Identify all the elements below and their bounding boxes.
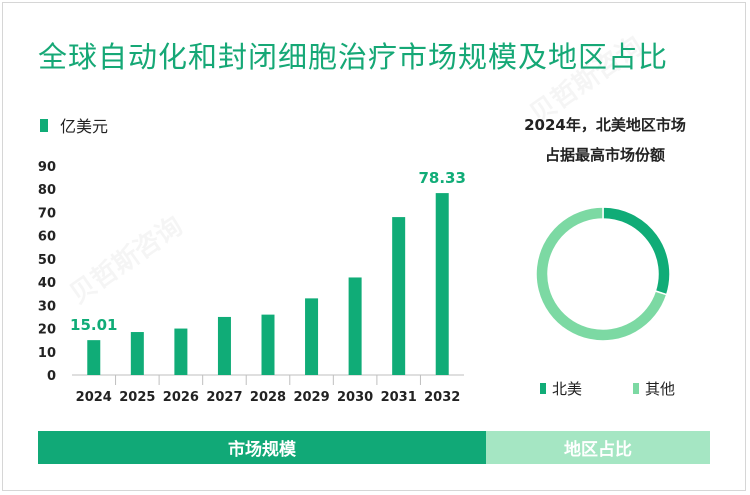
legend-label: 亿美元 — [60, 117, 109, 136]
y-tick-label: 20 — [38, 323, 56, 338]
x-tick-label: 2026 — [163, 390, 199, 405]
pie-title: 2024年，北美地区市场 占据最高市场份额 — [500, 110, 710, 170]
x-tick-label: 2031 — [381, 390, 417, 405]
pie-title-line2: 占据最高市场份额 — [544, 146, 665, 164]
y-tick-label: 0 — [47, 369, 56, 384]
tab-region-share-label: 地区占比 — [564, 440, 632, 460]
bar — [305, 298, 319, 375]
pie-legend-other: 其他 — [633, 378, 675, 399]
bar — [174, 328, 188, 375]
x-tick-label: 2032 — [424, 390, 460, 405]
x-tick-label: 2028 — [250, 390, 286, 405]
bar-legend: 亿美元 — [40, 113, 108, 137]
y-tick-label: 40 — [38, 276, 56, 291]
y-tick-label: 90 — [38, 160, 56, 175]
tab-market-size[interactable]: 市场规模 — [38, 431, 486, 464]
bar — [261, 314, 275, 375]
bar — [348, 277, 362, 375]
x-tick-label: 2025 — [119, 390, 155, 405]
x-tick-label: 2024 — [76, 390, 112, 405]
chart-frame — [2, 2, 746, 491]
x-tick-label: 2027 — [206, 390, 242, 405]
y-tick-label: 10 — [38, 346, 56, 361]
y-tick-label: 70 — [38, 206, 56, 221]
tab-region-share[interactable]: 地区占比 — [486, 431, 710, 464]
bar — [435, 193, 449, 375]
data-label: 78.33 — [418, 169, 465, 187]
tab-market-size-label: 市场规模 — [228, 440, 296, 460]
bar — [392, 217, 406, 375]
pie-legend-label: 北美 — [552, 380, 583, 398]
data-label: 15.01 — [70, 316, 117, 334]
legend-swatch — [540, 383, 546, 394]
y-tick-label: 30 — [38, 299, 56, 314]
chart-title: 全球自动化和封闭细胞治疗市场规模及地区占比 — [38, 40, 669, 74]
bar — [217, 316, 231, 375]
y-tick-label: 60 — [38, 230, 56, 245]
x-tick-label: 2030 — [337, 390, 373, 405]
y-tick-label: 80 — [38, 183, 56, 198]
donut-slice — [602, 206, 671, 296]
pie-legend-label: 其他 — [645, 380, 676, 398]
legend-swatch — [633, 383, 639, 394]
bar — [130, 332, 144, 375]
legend-swatch — [40, 118, 48, 132]
pie-legend-north-america: 北美 — [540, 378, 582, 399]
donut-slice — [535, 206, 668, 342]
bar — [87, 340, 101, 375]
x-tick-label: 2029 — [293, 390, 329, 405]
pie-title-line1: 2024年，北美地区市场 — [524, 116, 686, 134]
y-tick-label: 50 — [38, 253, 56, 268]
